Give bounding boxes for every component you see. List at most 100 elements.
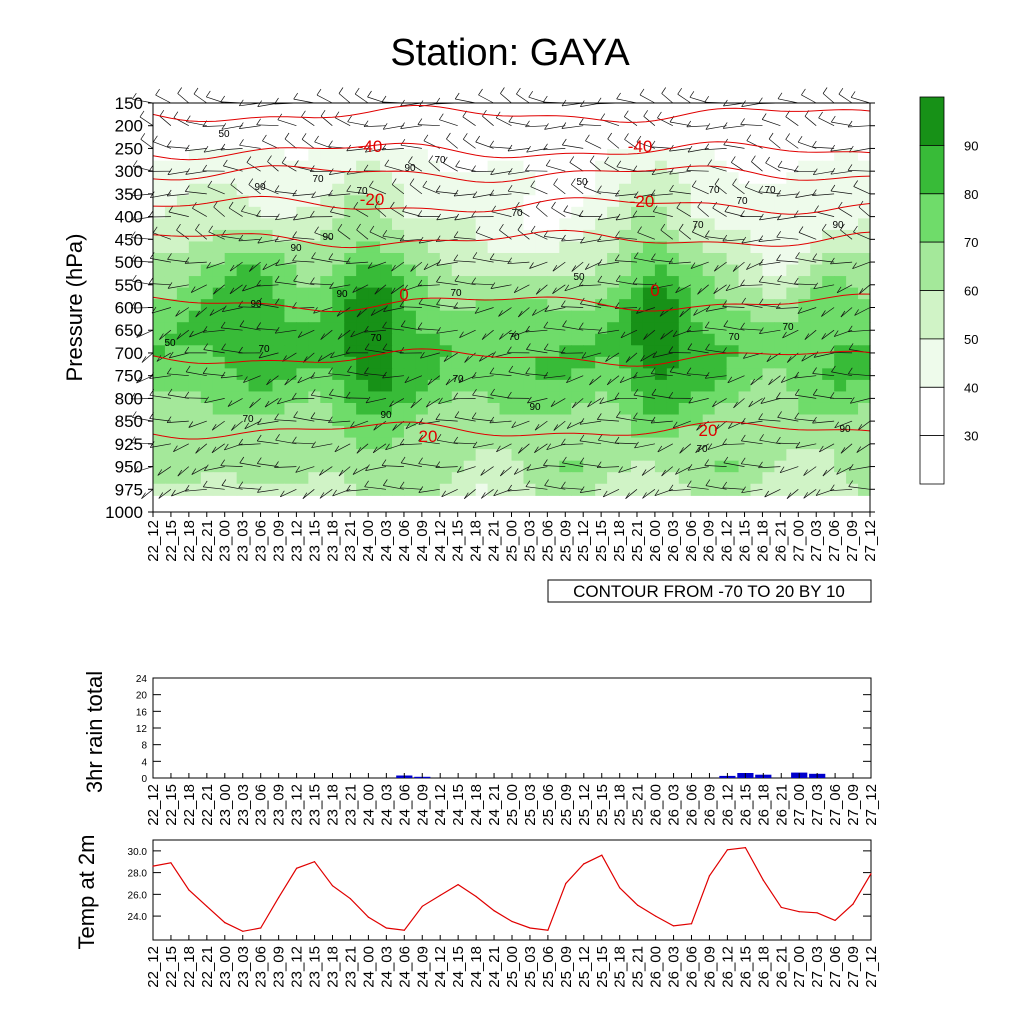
rh-cell: [284, 264, 297, 277]
wind-barb: [634, 443, 655, 449]
rh-cell: [439, 252, 453, 266]
rh-cell: [487, 333, 501, 346]
rh-cell: [499, 299, 513, 312]
wind-barb: [836, 284, 853, 294]
rh-contour-label: 70: [736, 196, 748, 207]
rh-cell: [153, 241, 166, 254]
wind-barb-flag: [712, 201, 717, 209]
rh-cell: [248, 356, 262, 369]
wind-barb-flag: [257, 236, 263, 244]
rh-cell: [834, 426, 847, 439]
wind-barb: [292, 398, 315, 400]
rh-cell: [642, 103, 656, 116]
wind-barb-flag: [508, 365, 514, 373]
temp-x-tick-label: 24_18: [468, 946, 485, 988]
rh-cell: [607, 333, 620, 346]
wind-barb-flag: [785, 133, 790, 140]
rh-cell: [571, 345, 584, 358]
rh-cell: [344, 103, 357, 116]
wind-barb: [794, 170, 817, 173]
wind-barb: [229, 284, 243, 295]
wind-barb: [445, 375, 458, 386]
temp-y-tick-label: 30.0: [128, 847, 148, 858]
wind-barb: [777, 216, 799, 221]
rh-cell: [224, 333, 238, 346]
rh-cell: [690, 195, 704, 208]
rh-cell: [858, 483, 871, 496]
rh-cell: [619, 472, 632, 485]
rh-cell: [332, 160, 345, 173]
rh-cell: [368, 195, 381, 208]
wind-barb-flag: [390, 201, 395, 209]
rh-cell: [308, 310, 321, 323]
rh-cell: [332, 460, 345, 473]
wind-barb-flag: [543, 459, 548, 466]
rh-cell: [631, 172, 644, 185]
wind-barb-flag: [584, 263, 590, 270]
rh-cell: [248, 126, 262, 139]
rh-cell: [583, 460, 596, 473]
wind-barb: [830, 352, 853, 354]
wind-barb-flag: [211, 446, 217, 453]
wind-barb: [661, 466, 674, 477]
rh-cell: [308, 379, 321, 393]
rh-cell: [344, 345, 357, 358]
wind-barb: [686, 373, 709, 377]
wind-barb-flag: [418, 434, 423, 442]
rh-cell: [236, 287, 250, 300]
wind-barb-flag: [471, 277, 476, 284]
wind-barb-flag: [184, 257, 190, 264]
rh-cell: [392, 460, 405, 473]
rh-cell: [690, 472, 704, 485]
rh-cell: [738, 299, 752, 312]
wind-barb: [159, 329, 172, 340]
rh-cell: [798, 195, 811, 208]
rh-cell: [858, 276, 871, 289]
rh-cell: [475, 195, 489, 208]
rh-cell: [571, 460, 584, 473]
rh-cell: [415, 229, 429, 243]
wind-barb: [544, 236, 566, 240]
rh-cell: [810, 426, 823, 439]
rh-cell: [200, 114, 214, 127]
rh-cell: [750, 241, 764, 254]
rh-cell: [380, 276, 393, 289]
rain-x-tick-label: 24_12: [432, 784, 449, 826]
rh-contour-label: 70: [452, 374, 464, 385]
rh-cell: [738, 368, 752, 381]
rh-cell: [415, 276, 429, 289]
rain-x-tick-label: 25_18: [612, 784, 629, 826]
rh-cell: [535, 333, 548, 346]
wind-barb-flag: [600, 113, 606, 120]
wind-barb-flag: [190, 286, 196, 293]
temp-contour-label: -20: [360, 190, 385, 209]
rh-cell: [272, 379, 286, 393]
wind-barb: [758, 466, 781, 469]
rh-cell: [762, 426, 775, 439]
wind-barb-flag: [518, 310, 523, 318]
wind-barb-flag: [364, 325, 369, 333]
wind-barb-flag: [840, 447, 846, 454]
rh-cell: [726, 426, 740, 439]
rh-cell: [846, 287, 859, 300]
rh-cell: [212, 241, 226, 254]
rh-cell: [499, 449, 513, 462]
rh-cell: [559, 114, 572, 127]
rh-cell: [523, 276, 536, 289]
rh-cell: [332, 437, 345, 450]
wind-barb-flag: [619, 376, 625, 383]
rh-cell: [654, 149, 668, 162]
rh-cell: [248, 195, 262, 208]
rh-cell: [296, 345, 309, 358]
wind-barb: [257, 440, 279, 445]
wind-barb: [319, 489, 333, 499]
wind-barb-flag: [471, 412, 477, 419]
rh-cell: [296, 264, 309, 277]
rh-cell: [320, 264, 333, 277]
rh-cell: [236, 183, 250, 196]
wind-barb-flag: [258, 351, 264, 359]
rh-cell: [786, 183, 799, 196]
wind-barb: [561, 238, 584, 242]
wind-barb: [779, 466, 799, 474]
rh-cell: [810, 126, 823, 139]
